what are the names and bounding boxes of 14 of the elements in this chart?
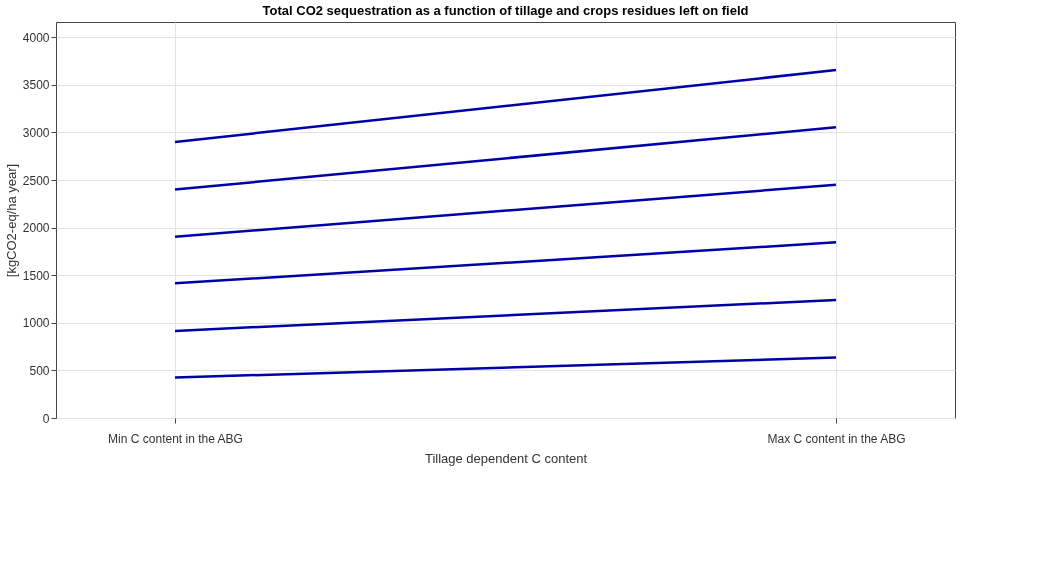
x-tick-label: Min C content in the ABG	[108, 431, 243, 446]
y-tick-label: 3500	[22, 78, 50, 93]
y-tick-label: 0	[42, 411, 50, 426]
x-tick-label: Max C content in the ABG	[767, 431, 906, 446]
y-tick-label: 4000	[22, 30, 50, 45]
y-tick-label: 1000	[22, 316, 50, 331]
chart-title: Total CO2 sequestration as a function of tillage and crops residues left on field	[262, 3, 749, 18]
y-axis-title: [kgCO2-eq/ha year]	[3, 163, 19, 278]
y-tick-label: 500	[29, 363, 50, 378]
y-tick-label: 2000	[22, 221, 50, 236]
y-tick-label: 2500	[22, 173, 50, 188]
y-tick-label: 3000	[22, 125, 50, 140]
x-axis-title: Tillage dependent C content	[424, 450, 588, 466]
y-tick-label: 1500	[22, 268, 50, 283]
